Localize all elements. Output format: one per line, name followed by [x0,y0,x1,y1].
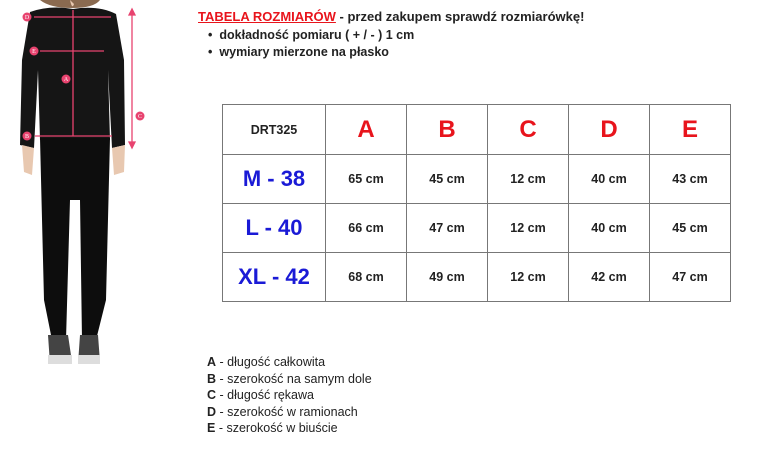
table-cell: 43 cm [649,154,731,204]
legend-item: C - długość rękawa [207,387,372,404]
size-label: L - 40 [222,203,326,253]
table-cell: 12 cm [487,154,569,204]
table-row: L - 40 66 cm 47 cm 12 cm 40 cm 45 cm [222,203,731,253]
notes-list: dokładność pomiaru ( + / - ) 1 cm wymiar… [208,27,414,61]
table-cell: 40 cm [568,154,650,204]
table-cell: 65 cm [325,154,407,204]
size-label: XL - 42 [222,252,326,302]
legend-text: - szerokość na samym dole [216,371,372,386]
table-cell: 45 cm [406,154,488,204]
model-figure-image: D E A B C [20,0,145,364]
measurement-legend: A - długość całkowita B - szerokość na s… [207,354,372,437]
table-cell: 47 cm [406,203,488,253]
product-code: DRT325 [222,104,326,155]
size-chart-subtitle: - przed zakupem sprawdź rozmiarówkę! [335,9,585,24]
legend-text: - szerokość w ramionach [216,404,358,419]
legend-item: D - szerokość w ramionach [207,404,372,421]
table-row: XL - 42 68 cm 49 cm 12 cm 42 cm 47 cm [222,252,731,302]
legend-key: E [207,421,216,435]
table-cell: 47 cm [649,252,731,302]
legend-text: - długość rękawa [216,388,315,402]
legend-text: - długość całkowita [216,355,326,369]
column-header: C [487,104,569,155]
size-table: DRT325 A B C D E M - 38 65 cm 45 cm 12 c… [222,104,731,302]
note-item: wymiary mierzone na płasko [208,44,414,61]
table-cell: 45 cm [649,203,731,253]
table-cell: 66 cm [325,203,407,253]
legend-key: D [207,404,217,419]
column-header: D [568,104,650,155]
table-cell: 12 cm [487,252,569,302]
table-cell: 49 cm [406,252,488,302]
legend-text: - szerokość w biuście [215,421,338,435]
svg-text:C: C [138,114,142,120]
column-header: A [325,104,407,155]
legend-key: A [207,355,217,369]
legend-item: A - długość całkowita [207,354,372,371]
legend-item: B - szerokość na samym dole [207,371,372,388]
table-cell: 68 cm [325,252,407,302]
column-header: B [406,104,488,155]
table-row: M - 38 65 cm 45 cm 12 cm 40 cm 43 cm [222,154,731,204]
svg-text:E: E [32,49,36,55]
size-chart-header: TABELA ROZMIARÓW - przed zakupem sprawdź… [198,9,584,24]
legend-key: C [207,388,217,402]
table-cell: 40 cm [568,203,650,253]
svg-text:A: A [64,77,69,83]
svg-text:D: D [25,15,30,21]
note-item: dokładność pomiaru ( + / - ) 1 cm [208,27,414,44]
legend-item: E - szerokość w biuście [207,420,372,437]
svg-text:B: B [25,134,29,140]
table-header-row: DRT325 A B C D E [222,104,731,155]
table-cell: 42 cm [568,252,650,302]
column-header: E [649,104,731,155]
legend-key: B [207,371,217,386]
size-label: M - 38 [222,154,326,204]
size-chart-title: TABELA ROZMIARÓW [198,9,336,24]
table-cell: 12 cm [487,203,569,253]
